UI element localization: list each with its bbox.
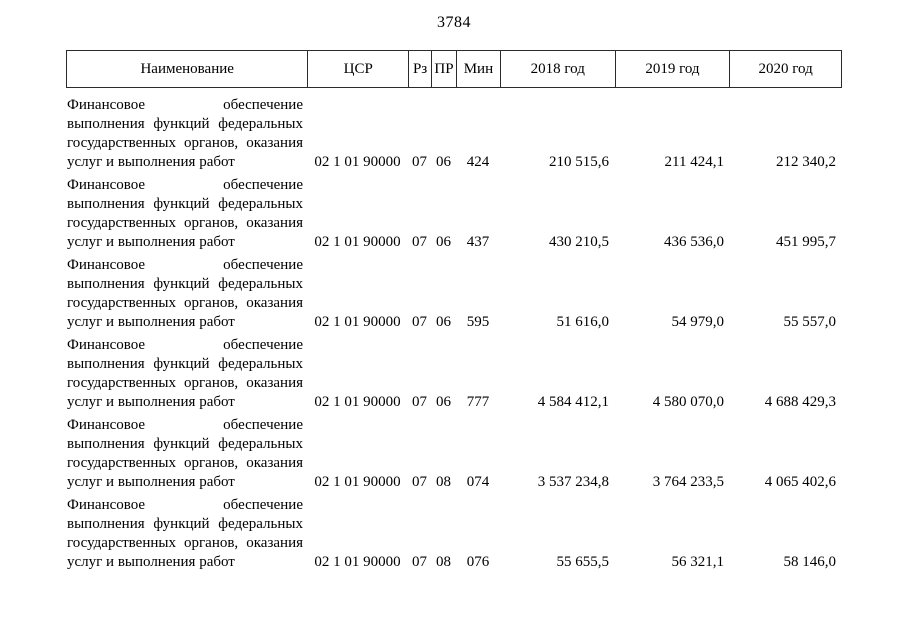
name-line: государственных органов, оказания	[67, 215, 303, 231]
header-2019: 2019 год	[614, 51, 730, 87]
name-line: Финансовое обеспечение	[67, 257, 303, 273]
cell-2018: 55 655,5	[556, 554, 610, 570]
cell-pr: 08	[436, 474, 451, 490]
header-min: Мин	[455, 51, 500, 87]
header-2020: 2020 год	[729, 51, 841, 87]
cell-name: Финансовое обеспечение выполнения функций…	[66, 256, 307, 332]
cell-min: 777	[466, 394, 490, 410]
cell-2019: 4 580 070,0	[652, 394, 724, 410]
cell-2018: 51 616,0	[556, 314, 610, 330]
name-line: государственных органов, оказания	[67, 535, 303, 551]
name-line: выполнения функций федеральных	[67, 196, 303, 212]
name-line: услуг и выполнения работ	[67, 234, 235, 250]
name-line: Финансовое обеспечение	[67, 497, 303, 513]
cell-name: Финансовое обеспечение выполнения функций…	[66, 336, 307, 412]
cell-2020: 55 557,0	[783, 314, 837, 330]
cell-csr: 02 1 01 90000	[314, 554, 401, 570]
cell-rz: 07	[412, 474, 427, 490]
header-pr: ПР	[431, 51, 456, 87]
cell-min: 076	[466, 554, 490, 570]
name-line: государственных органов, оказания	[67, 295, 303, 311]
cell-rz: 07	[412, 154, 427, 170]
table-row: Финансовое обеспечение выполнения функций…	[66, 416, 842, 492]
cell-2018: 430 210,5	[549, 234, 609, 250]
name-line: Финансовое обеспечение	[67, 337, 303, 353]
table-body: Финансовое обеспечение выполнения функций…	[66, 96, 842, 572]
budget-table: Наименование ЦСР Рз ПР Мин 2018 год 2019…	[66, 50, 842, 576]
table-row: Финансовое обеспечение выполнения функций…	[66, 496, 842, 572]
cell-min: 437	[466, 234, 490, 250]
cell-2020: 58 146,0	[783, 554, 837, 570]
cell-2020: 212 340,2	[776, 154, 836, 170]
header-name: Наименование	[140, 60, 234, 77]
name-line: услуг и выполнения работ	[67, 394, 235, 410]
name-line: услуг и выполнения работ	[67, 154, 235, 170]
cell-pr: 06	[436, 394, 451, 410]
cell-pr: 06	[436, 234, 451, 250]
name-line: выполнения функций федеральных	[67, 436, 303, 452]
cell-pr: 06	[436, 314, 451, 330]
cell-pr: 08	[436, 554, 451, 570]
cell-2019: 56 321,1	[671, 554, 725, 570]
name-line: услуг и выполнения работ	[67, 554, 235, 570]
name-line: выполнения функций федеральных	[67, 356, 303, 372]
table-row: Финансовое обеспечение выполнения функций…	[66, 256, 842, 332]
cell-min: 074	[466, 474, 490, 490]
table-row: Финансовое обеспечение выполнения функций…	[66, 176, 842, 252]
name-line: услуг и выполнения работ	[67, 474, 235, 490]
cell-csr: 02 1 01 90000	[314, 314, 401, 330]
cell-2019: 436 536,0	[664, 234, 724, 250]
name-line: выполнения функций федеральных	[67, 116, 303, 132]
cell-2018: 4 584 412,1	[537, 394, 609, 410]
table-header-row: Наименование ЦСР Рз ПР Мин 2018 год 2019…	[66, 50, 842, 88]
name-line: государственных органов, оказания	[67, 375, 303, 391]
cell-2018: 210 515,6	[549, 154, 609, 170]
table-row: Финансовое обеспечение выполнения функций…	[66, 336, 842, 412]
name-line: Финансовое обеспечение	[67, 177, 303, 193]
cell-csr: 02 1 01 90000	[314, 234, 401, 250]
cell-2019: 54 979,0	[671, 314, 725, 330]
table-row: Финансовое обеспечение выполнения функций…	[66, 96, 842, 172]
header-rz: Рз	[408, 51, 431, 87]
cell-min: 595	[466, 314, 490, 330]
cell-name: Финансовое обеспечение выполнения функций…	[66, 416, 307, 492]
cell-name: Финансовое обеспечение выполнения функций…	[66, 496, 307, 572]
cell-csr: 02 1 01 90000	[314, 474, 401, 490]
cell-2020: 451 995,7	[776, 234, 836, 250]
cell-2020: 4 065 402,6	[764, 474, 836, 490]
cell-name: Финансовое обеспечение выполнения функций…	[66, 176, 307, 252]
name-line: услуг и выполнения работ	[67, 314, 235, 330]
cell-rz: 07	[412, 394, 427, 410]
header-2018: 2018 год	[499, 51, 615, 87]
header-csr: ЦСР	[307, 51, 408, 87]
cell-csr: 02 1 01 90000	[314, 154, 401, 170]
page-number: 3784	[437, 14, 471, 31]
cell-2018: 3 537 234,8	[537, 474, 609, 490]
name-line: Финансовое обеспечение	[67, 417, 303, 433]
name-line: государственных органов, оказания	[67, 135, 303, 151]
cell-pr: 06	[436, 154, 451, 170]
name-line: выполнения функций федеральных	[67, 516, 303, 532]
name-line: выполнения функций федеральных	[67, 276, 303, 292]
cell-2019: 211 424,1	[664, 154, 724, 170]
cell-rz: 07	[412, 234, 427, 250]
cell-min: 424	[466, 154, 490, 170]
cell-2019: 3 764 233,5	[652, 474, 724, 490]
cell-2020: 4 688 429,3	[764, 394, 836, 410]
cell-csr: 02 1 01 90000	[314, 394, 401, 410]
cell-rz: 07	[412, 314, 427, 330]
cell-rz: 07	[412, 554, 427, 570]
name-line: Финансовое обеспечение	[67, 97, 303, 113]
cell-name: Финансовое обеспечение выполнения функций…	[66, 96, 307, 172]
name-line: государственных органов, оказания	[67, 455, 303, 471]
